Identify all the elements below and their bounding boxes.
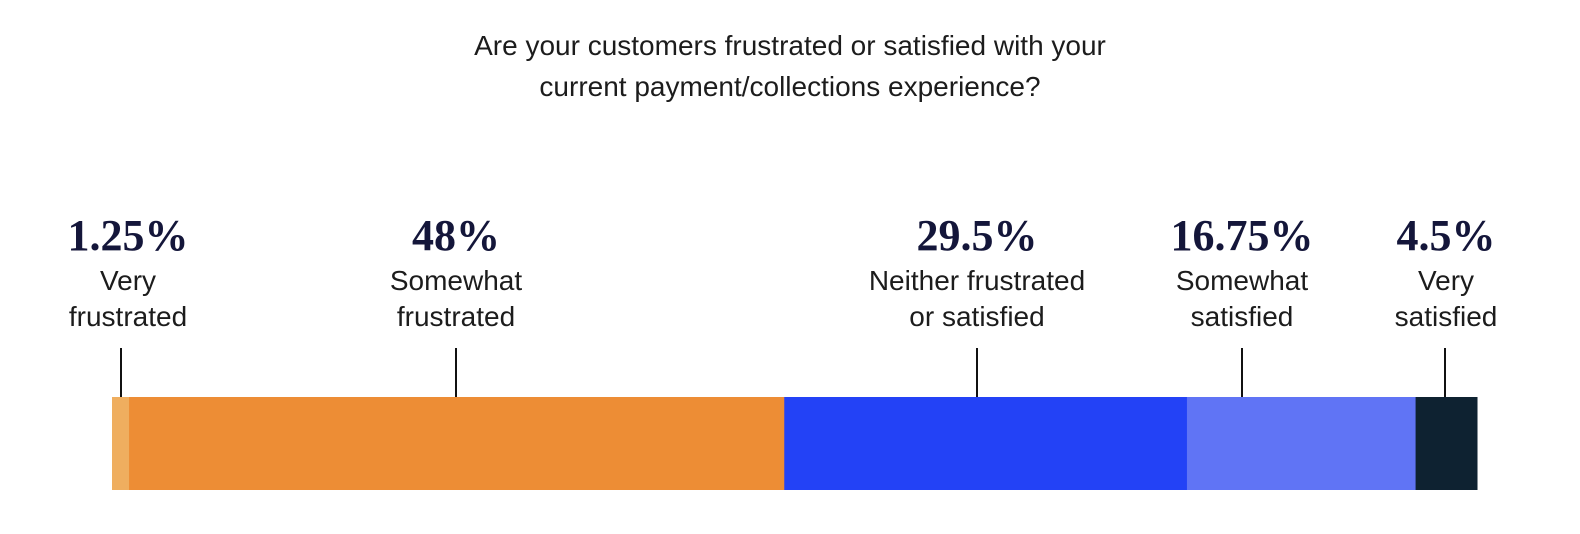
- bar-segment-very-frustrated: [112, 397, 130, 490]
- bar-segment-somewhat-frustrated: [129, 397, 785, 490]
- category-label-somewhat-satisfied-line-1: Somewhat: [1176, 265, 1309, 296]
- bar-segment-very-satisfied: [1415, 397, 1478, 490]
- segment-labels: 1.25% Very frustrated 48% Somewhat frustrated…: [68, 211, 1498, 332]
- category-label-very-frustrated-line-2: frustrated: [69, 301, 187, 332]
- chart-title-line-2: current payment/collections experience?: [539, 71, 1040, 102]
- chart-title-line-1: Are your customers frustrated or satisfi…: [474, 30, 1106, 61]
- chart-title: Are your customers frustrated or satisfi…: [474, 30, 1106, 102]
- value-label-neither-frustrated-or-satisfied: 29.5%: [917, 211, 1038, 260]
- category-label-very-satisfied-line-1: Very: [1418, 265, 1474, 296]
- leader-lines: [120, 348, 1446, 397]
- value-label-somewhat-frustrated: 48%: [412, 211, 500, 260]
- value-label-somewhat-satisfied: 16.75%: [1171, 211, 1314, 260]
- category-label-neither-frustrated-or-satisfied-line-2: or satisfied: [909, 301, 1044, 332]
- category-label-somewhat-satisfied-line-2: satisfied: [1191, 301, 1294, 332]
- value-label-very-frustrated: 1.25%: [68, 211, 189, 260]
- category-label-somewhat-frustrated-line-2: frustrated: [397, 301, 515, 332]
- category-label-very-satisfied-line-2: satisfied: [1395, 301, 1498, 332]
- category-label-somewhat-frustrated-line-1: Somewhat: [390, 265, 523, 296]
- stacked-bar: [112, 397, 1478, 490]
- category-label-very-frustrated-line-1: Very: [100, 265, 156, 296]
- category-label-neither-frustrated-or-satisfied-line-1: Neither frustrated: [869, 265, 1085, 296]
- bar-segment-somewhat-satisfied: [1186, 397, 1417, 490]
- bar-segment-neither-frustrated-or-satisfied: [784, 397, 1188, 490]
- value-label-very-satisfied: 4.5%: [1397, 211, 1496, 260]
